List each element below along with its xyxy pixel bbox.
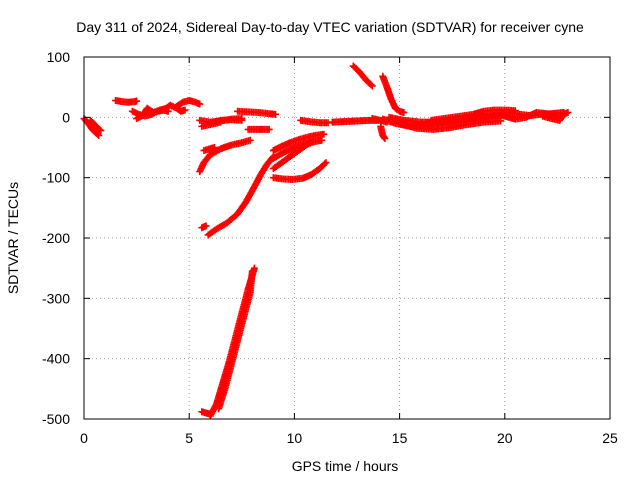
data-point xyxy=(564,109,572,117)
data-marks xyxy=(80,62,572,420)
data-point xyxy=(202,222,210,230)
data-point xyxy=(320,130,328,138)
plot-frame xyxy=(83,56,611,420)
x-axis-title: GPS time / hours xyxy=(292,458,399,474)
x-tick-label: 0 xyxy=(80,430,88,446)
y-tick-label: -400 xyxy=(42,351,70,367)
data-point xyxy=(96,126,104,134)
x-tick-label: 10 xyxy=(287,430,303,446)
y-tick-labels: -500 -400 -300 -200 -100 0 100 xyxy=(42,49,70,427)
data-point xyxy=(94,130,102,138)
data-point xyxy=(95,131,103,139)
data-point xyxy=(238,116,246,124)
data-point xyxy=(368,82,376,90)
data-point xyxy=(322,159,330,167)
data-point xyxy=(246,136,254,144)
data-point xyxy=(381,134,389,142)
y-axis-title: SDTVAR / TECUs xyxy=(5,182,21,294)
y-tick-label: 100 xyxy=(47,49,71,65)
y-tick-label: -100 xyxy=(42,170,70,186)
data-point xyxy=(318,136,326,144)
data-point xyxy=(97,127,105,135)
data-point xyxy=(210,144,218,151)
data-point xyxy=(196,100,204,108)
chart-title: Day 311 of 2024, Sidereal Day-to-day VTE… xyxy=(76,19,584,35)
data-point xyxy=(367,81,375,89)
data-point xyxy=(133,97,141,105)
data-point xyxy=(271,110,279,118)
y-tick-label: 0 xyxy=(62,109,70,125)
y-tick-label: -200 xyxy=(42,230,70,246)
x-tick-label: 5 xyxy=(185,430,193,446)
x-tick-label: 25 xyxy=(602,430,618,446)
x-tick-label: 20 xyxy=(497,430,513,446)
data-point xyxy=(248,267,256,275)
y-tick-label: -500 xyxy=(42,411,70,427)
data-point xyxy=(265,125,273,133)
data-point xyxy=(321,160,329,168)
x-tick-labels: 0 5 10 15 20 25 xyxy=(80,430,618,446)
data-point xyxy=(400,109,408,117)
data-point xyxy=(181,106,189,114)
data-point xyxy=(309,137,317,145)
x-tick-label: 15 xyxy=(392,430,408,446)
y-tick-label: -300 xyxy=(42,290,70,306)
